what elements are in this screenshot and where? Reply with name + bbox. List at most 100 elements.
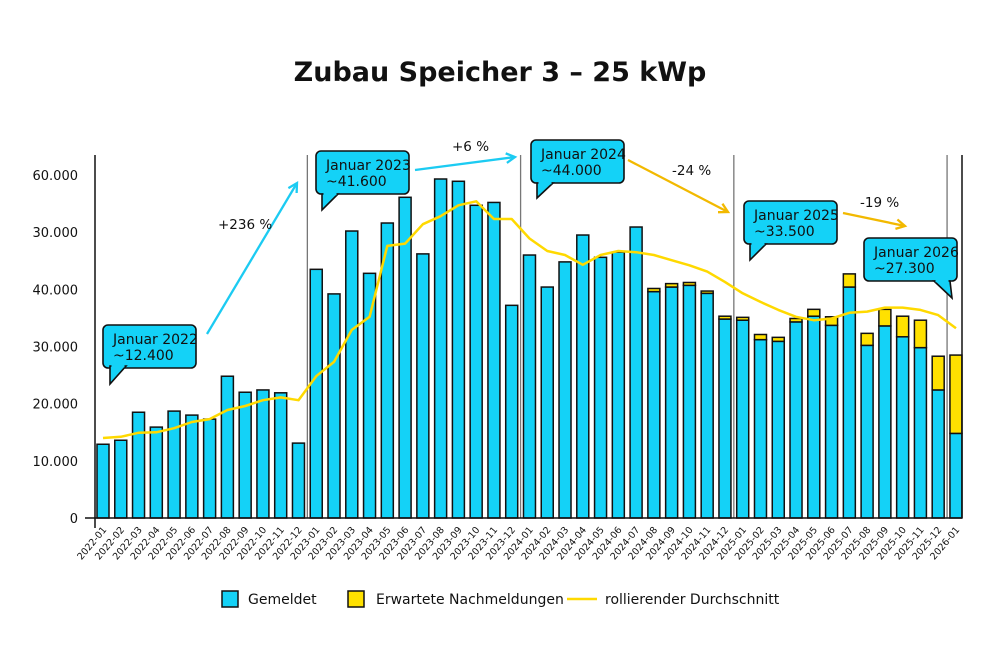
trend-arrow: [627, 158, 729, 214]
bar-nachmeldungen: [753, 333, 768, 341]
bar-gemeldet: [771, 340, 786, 519]
bar-gemeldet: [647, 290, 661, 519]
bar-gemeldet: [842, 286, 857, 519]
y-tick-label: 30.000: [33, 226, 79, 241]
callout: Januar 2026~27.300: [863, 237, 959, 301]
callout-box: [102, 324, 197, 369]
arrow-head-icon: [287, 180, 299, 194]
bar-gemeldet: [96, 443, 110, 519]
bar-gemeldet: [593, 256, 608, 519]
bar-gemeldet: [860, 344, 874, 519]
callout-tail: [749, 243, 768, 262]
bar-gemeldet: [202, 418, 217, 519]
bar-nachmeldungen: [860, 332, 874, 347]
callout-label: Januar 2022: [112, 332, 198, 348]
bar-gemeldet: [433, 178, 448, 519]
y-tick-label: 0: [70, 512, 78, 527]
change-label: -24 %: [672, 163, 711, 179]
bar-nachmeldungen: [718, 315, 732, 320]
bar-gemeldet: [629, 226, 643, 519]
bar-gemeldet: [131, 411, 146, 519]
trend-arrow: [414, 155, 516, 172]
bar-gemeldet: [611, 251, 626, 519]
callout-tail: [321, 193, 340, 212]
y-tick-label: 20.000: [33, 398, 79, 413]
callout: Januar 2022~12.400: [102, 324, 198, 387]
bar-nachmeldungen: [949, 354, 963, 435]
bar-gemeldet: [327, 293, 341, 519]
bar-nachmeldungen: [682, 281, 697, 287]
bar-gemeldet: [362, 272, 377, 519]
change-label: -19 %: [860, 195, 899, 211]
bar-gemeldet: [558, 261, 572, 519]
bar-gemeldet: [256, 389, 270, 519]
bar-nachmeldungen: [895, 315, 910, 338]
bar-gemeldet: [114, 439, 128, 519]
bar-gemeldet: [664, 286, 679, 519]
callout-tail: [109, 365, 128, 387]
trend-arrow: [206, 182, 298, 335]
bar-gemeldet: [469, 204, 483, 519]
callout-label: Januar 2023: [325, 158, 411, 174]
bar-nachmeldungen: [913, 319, 928, 349]
bar-nachmeldungen: [771, 336, 786, 343]
bar-gemeldet: [895, 336, 910, 519]
bar-gemeldet: [487, 201, 501, 519]
callout-box: [530, 139, 625, 184]
bar-gemeldet: [540, 286, 554, 519]
bar-gemeldet: [149, 426, 164, 519]
bar-nachmeldungen: [789, 317, 803, 323]
bar-gemeldet: [291, 442, 306, 519]
callout-label: Januar 2025: [753, 208, 839, 224]
bar-gemeldet: [576, 234, 590, 519]
callout-label: Januar 2026: [873, 245, 959, 261]
legend: Gemeldet Erwartete Nachmeldungen rollier…: [221, 590, 780, 608]
callout: Januar 2025~33.500: [743, 200, 839, 262]
y-tick-label: 60.000: [33, 169, 79, 184]
callout-tail: [931, 280, 954, 301]
y-tick-label: 10.000: [33, 455, 79, 470]
callout-box: [863, 237, 958, 282]
arrow-head-icon: [505, 152, 518, 164]
bar-nachmeldungen: [824, 316, 839, 327]
legend-swatch-gemeldet: [221, 590, 239, 608]
bar-nachmeldungen: [735, 316, 750, 321]
bar-gemeldet: [504, 304, 519, 519]
bar-gemeldet: [451, 180, 466, 519]
callout-value: ~44.000: [541, 163, 602, 179]
bar-gemeldet: [345, 230, 359, 519]
callout-label: Januar 2024: [540, 147, 626, 163]
bar-nachmeldungen: [842, 273, 857, 288]
callout-value: ~12.400: [113, 348, 174, 364]
callout-box: [743, 200, 838, 245]
trend-arrow: [842, 211, 906, 228]
callout-tail: [536, 182, 556, 200]
bar-gemeldet: [273, 392, 288, 519]
bar-gemeldet: [735, 319, 750, 519]
bar-gemeldet: [878, 325, 892, 519]
callout: Januar 2023~41.600: [315, 150, 411, 212]
rolling-average-line: [102, 200, 957, 440]
bar-gemeldet: [931, 389, 945, 519]
bar-gemeldet: [238, 391, 252, 519]
callout-box: [315, 150, 410, 195]
change-label: +236 %: [218, 217, 272, 233]
legend-swatch-nachmeldungen: [347, 590, 365, 608]
bar-gemeldet: [700, 292, 714, 519]
callout: Januar 2024~44.000: [530, 139, 626, 200]
bar-gemeldet: [416, 253, 430, 519]
bar-gemeldet: [753, 338, 768, 519]
bar-gemeldet: [309, 268, 323, 519]
bar-gemeldet: [185, 414, 199, 519]
bar-gemeldet: [682, 284, 697, 519]
bar-gemeldet: [718, 318, 732, 519]
bar-nachmeldungen: [931, 355, 945, 391]
callout-value: ~33.500: [754, 224, 815, 240]
y-tick-label: 40.000: [33, 283, 79, 298]
legend-label-gemeldet: Gemeldet: [248, 592, 317, 608]
arrow-head-icon: [717, 203, 731, 214]
bar-gemeldet: [522, 254, 537, 519]
bar-nachmeldungen: [664, 282, 679, 288]
bar-nachmeldungen: [647, 287, 661, 293]
bar-nachmeldungen: [807, 308, 821, 317]
